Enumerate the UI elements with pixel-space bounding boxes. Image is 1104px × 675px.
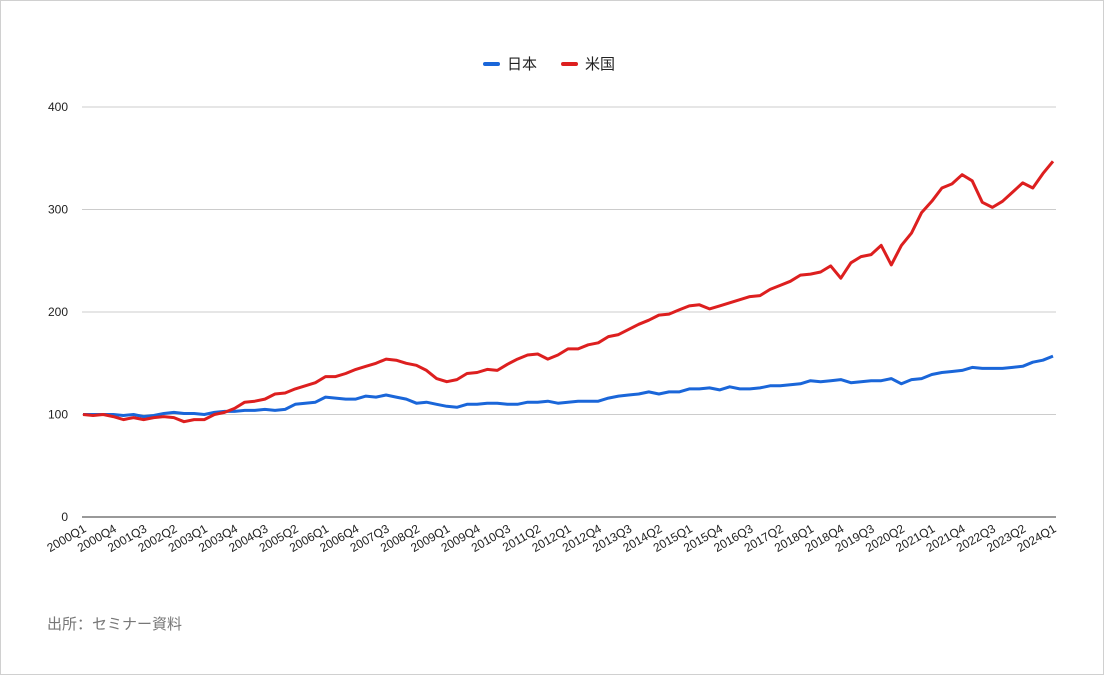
series-line [82,160,1055,424]
y-tick-label: 0 [61,510,68,524]
y-tick-label: 200 [48,305,68,319]
legend-label: 日本 [507,56,537,73]
y-tick-label: 400 [48,100,68,114]
y-tick-label: 100 [48,408,68,422]
series-line [83,354,1054,419]
y-tick-label: 300 [48,203,68,217]
source-note: 出所：セミナー資料 [47,616,182,633]
legend-label: 米国 [585,56,615,73]
